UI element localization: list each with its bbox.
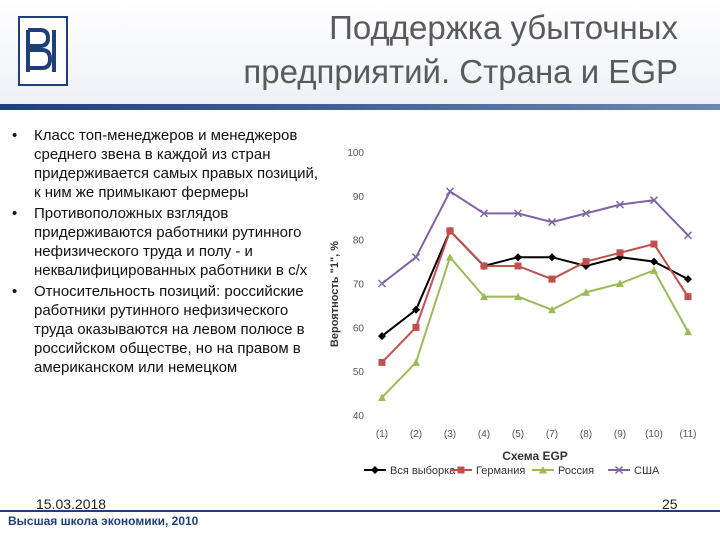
data-point <box>514 253 522 262</box>
bullet-marker: • <box>12 127 18 144</box>
data-point <box>513 209 523 218</box>
data-point <box>650 257 658 266</box>
data-point <box>548 275 556 283</box>
legend-label: США <box>634 465 660 477</box>
data-point <box>548 253 556 262</box>
legend: Вся выборка Германия Россия США <box>364 465 660 477</box>
header-rule <box>0 104 720 110</box>
legend-label: Германия <box>476 465 525 477</box>
y-tick-label: 100 <box>347 148 364 159</box>
slide-title: Поддержка убыточных предприятий. Страна … <box>243 9 678 90</box>
data-point <box>582 288 590 296</box>
bullet-text: Относительность позиций: российские рабо… <box>34 283 305 376</box>
series-lines <box>381 190 689 399</box>
x-tick-label: (2) <box>410 429 422 440</box>
data-point <box>446 227 454 235</box>
data-point <box>615 200 625 209</box>
bullet-item: • Относительность позиций: российские раб… <box>12 282 320 377</box>
y-axis-label: Вероятность "1", % <box>329 241 341 347</box>
data-point <box>411 253 421 262</box>
data-point <box>412 305 420 314</box>
data-point <box>582 258 590 266</box>
x-axis-label: Схема EGP <box>502 449 568 463</box>
footer-text: Высшая школа экономики, 2010 <box>8 514 199 528</box>
data-point <box>547 218 557 227</box>
bullet-marker: • <box>12 205 18 222</box>
data-point <box>446 253 454 261</box>
x-tick-label: (8) <box>580 429 592 440</box>
y-tick-label: 50 <box>353 367 365 378</box>
x-tick-label: (4) <box>478 429 490 440</box>
header-band <box>0 0 720 104</box>
data-point <box>480 292 488 301</box>
y-tick-label: 70 <box>353 280 365 291</box>
data-point <box>412 358 420 366</box>
bullet-item: • Класс топ-менеджеров и менеджеров средн… <box>12 126 320 202</box>
bullet-text: Класс топ-менеджеров и менеджеров средне… <box>34 127 319 201</box>
data-point <box>650 266 658 274</box>
data-point <box>480 262 488 270</box>
legend-label: Вся выборка <box>390 465 456 477</box>
series-line <box>381 229 689 337</box>
data-point <box>377 279 387 288</box>
legend-marker <box>539 466 547 474</box>
y-ticks: 40 50 60 70 80 90 100 <box>347 148 364 422</box>
data-point <box>479 209 489 218</box>
hse-logo-icon <box>18 16 68 86</box>
bullet-list: • Класс топ-менеджеров и менеджеров средн… <box>12 126 320 379</box>
x-tick-label: (11) <box>679 429 696 440</box>
series-line <box>381 229 689 364</box>
data-point <box>581 209 591 218</box>
x-tick-label: (7) <box>546 429 558 440</box>
series-markers <box>377 187 693 401</box>
x-tick-label: (9) <box>614 429 626 440</box>
x-tick-label: (3) <box>444 429 456 440</box>
y-tick-label: 80 <box>353 236 365 247</box>
data-point <box>548 305 556 314</box>
footer-rule <box>0 510 720 512</box>
data-point <box>616 249 624 257</box>
data-point <box>649 196 659 205</box>
data-point <box>650 240 658 248</box>
line-chart: Вероятность "1", % 40 50 60 70 80 90 100 (1) (2… <box>329 148 697 477</box>
x-tick-label: (1) <box>376 429 388 440</box>
data-point <box>684 293 692 301</box>
data-point <box>378 393 386 401</box>
legend-marker <box>457 466 465 474</box>
bullet-text: Противоположных взглядов придерживаются … <box>34 205 308 279</box>
y-tick-label: 90 <box>353 192 365 203</box>
bullet-item: • Противоположных взглядов придерживаются… <box>12 204 320 280</box>
data-point <box>445 187 455 196</box>
y-tick-label: 40 <box>353 411 365 422</box>
data-point <box>616 279 624 287</box>
data-point <box>683 231 693 240</box>
x-ticks: (1) (2) (3) (4) (5) (7) (8) (9) (10) (11) <box>376 429 697 440</box>
series-line <box>381 190 689 285</box>
legend-marker <box>614 465 624 475</box>
slide-date: 15.03.2018 <box>36 496 107 512</box>
bullet-marker: • <box>12 283 18 300</box>
data-point <box>514 262 522 270</box>
page-number: 25 <box>662 496 678 512</box>
series-line <box>381 255 689 399</box>
legend-marker <box>371 466 379 474</box>
legend-label: Россия <box>558 465 594 477</box>
data-point <box>684 327 692 336</box>
data-point <box>378 332 386 341</box>
x-tick-label: (5) <box>512 429 524 440</box>
data-point <box>684 275 692 284</box>
y-tick-label: 60 <box>353 323 365 334</box>
data-point <box>412 323 420 331</box>
data-point <box>514 292 522 301</box>
data-point <box>378 358 386 366</box>
x-tick-label: (10) <box>645 429 663 440</box>
